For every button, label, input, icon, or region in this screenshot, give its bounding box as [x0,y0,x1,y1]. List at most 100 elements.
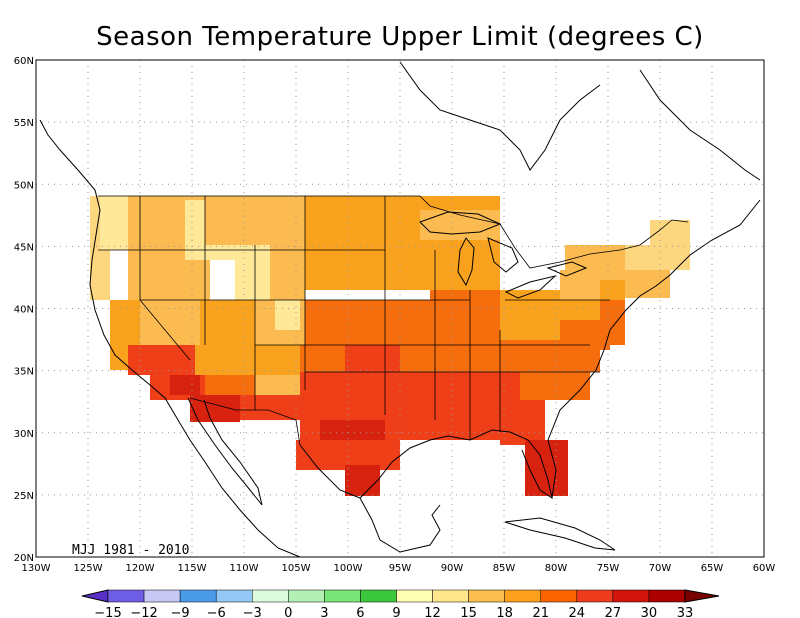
temperature-cell [205,196,305,245]
latitude-label: 25N [14,491,34,502]
temperature-cell [500,290,560,340]
temperature-cells [90,196,690,496]
longitude-label: 60W [753,563,776,574]
colorbar-label: 3 [320,606,328,618]
temperature-cell [525,440,568,496]
colorbar-swatch [504,589,541,603]
longitude-label: 95W [389,563,412,574]
baja-coastline [187,397,263,506]
colorbar-swatch [432,589,469,603]
gridlines [36,60,764,557]
longitude-label: 90W [441,563,464,574]
colorbar-label: −12 [130,606,157,618]
temperature-cell [500,400,545,445]
lake-michigan [457,237,475,287]
longitude-label: 85W [493,563,516,574]
temperature-cell [235,245,270,300]
temperature-cell [305,300,430,345]
colorbar-label: 21 [532,606,549,618]
longitude-label: 70W [649,563,672,574]
longitude-label: 130W [22,563,51,574]
latitude-labels: 20N 25N 30N 35N 40N 45N 50N 55N 60N [14,56,34,564]
temperature-cell [420,210,500,240]
colorbar-label: 6 [356,606,364,618]
colorbar-swatch [576,589,614,603]
latitude-label: 55N [14,118,34,129]
cuba-outline [504,517,616,551]
colorbar-labels: −15 −12 −9 −6 −3 0 3 6 9 12 15 18 21 24 27 30 33 [94,606,693,618]
temperature-cell [620,270,670,298]
colorbar-swatch [612,589,650,603]
temperature-cell [195,345,255,375]
map-title: Season Temperature Upper Limit (degrees … [96,22,704,52]
hudson-bay-coastline [399,61,601,171]
longitude-label: 65W [701,563,724,574]
longitude-label: 110W [230,563,259,574]
longitude-label: 100W [334,563,363,574]
colorbar-label: 18 [496,606,513,618]
lake-huron [487,237,519,273]
colorbar-swatch [468,589,505,603]
political-borders [98,195,689,446]
colorbar-label: 15 [460,606,477,618]
temperature-cell [300,345,345,375]
colorbar-swatch [252,589,289,603]
temperature-cell [240,395,300,420]
latitude-label: 45N [14,242,34,253]
lake-superior [419,211,502,235]
colorbar-swatch [143,589,181,603]
colorbar-swatch [288,589,325,603]
temperature-cell [275,300,300,330]
colorbar-label: 0 [284,606,292,618]
longitude-label: 105W [282,563,311,574]
longitude-label: 80W [545,563,568,574]
temperature-cell [140,300,200,350]
lake-erie [504,275,557,299]
colorbar-label: −15 [94,606,121,618]
colorbar-swatch [648,589,686,603]
mexico-coastline [359,497,441,553]
colorbar-label: 30 [641,606,658,618]
labrador-coastline [639,69,761,181]
temperature-cell [270,245,305,300]
colorbar-swatch [360,589,397,603]
colorbar-label: 27 [605,606,622,618]
longitude-labels: 130W 125W 120W 115W 110W 105W 100W 95W 90W 85W 80W… [22,563,776,574]
us-mexico-border [189,397,301,446]
latitude-label: 40N [14,305,34,316]
temperature-cell [345,465,380,496]
colorbar-swatch [107,589,145,603]
latitude-label: 30N [14,429,34,440]
colorbar-swatch [396,589,433,603]
longitude-label: 125W [74,563,103,574]
lake-ontario [546,261,588,277]
colorbar-high-arrow [684,589,720,603]
longitude-label: 115W [178,563,207,574]
latitude-label: 35N [14,367,34,378]
temperature-cell [650,220,690,250]
colorbar-swatch [324,589,361,603]
temperature-cell [345,345,400,375]
temperature-cell [560,270,600,300]
latitude-label: 20N [14,553,34,564]
atlantic-coastline [547,199,761,499]
longitude-label: 120W [126,563,155,574]
colorbar-label: 24 [569,606,586,618]
temperature-cell [520,372,590,400]
colorbar-label: −6 [207,606,226,618]
coastlines [39,61,761,558]
plot-border [35,59,765,558]
temperature-cell [600,300,625,345]
latitude-label: 60N [14,56,34,67]
colorbar-swatch [540,589,578,603]
colorbar-swatch [215,589,253,603]
colorbar-low-arrow [81,589,109,603]
latitude-label: 50N [14,180,34,191]
colorbar-label: 33 [677,606,694,618]
period-label: MJJ 1981 - 2010 [72,543,189,558]
pacific-coastline [39,119,301,558]
temperature-cell [200,300,255,345]
colorbar-label: 9 [392,606,400,618]
colorbar-swatch [179,589,217,603]
